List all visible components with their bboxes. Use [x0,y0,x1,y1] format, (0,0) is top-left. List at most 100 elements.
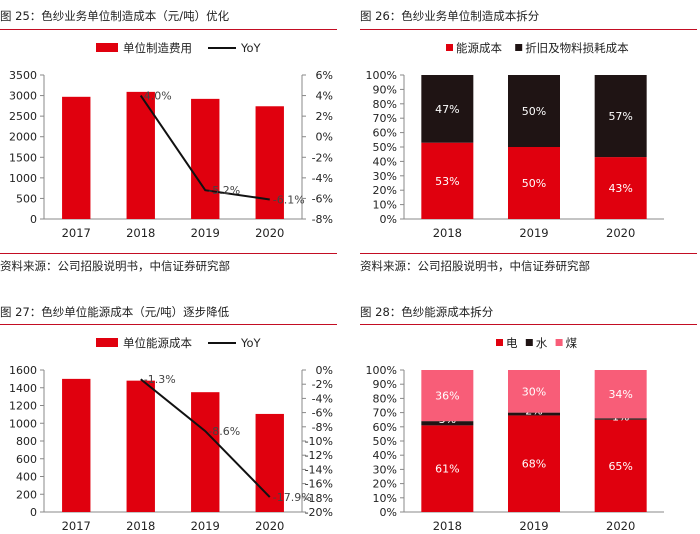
stack-segment [508,415,560,512]
y-tick-label: 0 [30,506,37,519]
stack-segment [421,370,474,422]
x-tick-label: 2017 [62,226,91,240]
x-tick-label: 2019 [519,519,548,533]
y-tick-label: 80% [373,98,397,111]
legend-label: 煤 [566,336,578,350]
yoy-data-label: -8.6% [208,425,240,438]
stack-segment [594,418,647,420]
yoy-data-label: -6.1% [273,193,305,206]
legend-swatch [525,339,533,346]
x-tick-label: 2019 [191,519,220,533]
y2-tick-label: 0% [316,131,333,144]
segment-label: 43% [608,182,632,195]
y2-tick-label: -4% [312,392,333,405]
stack-segment [594,75,647,158]
segment-label: 57% [608,110,632,123]
bar [126,380,155,512]
legend-swatch [515,44,523,51]
source-note: 资料来源：公司招股说明书，中信证券研究部 [360,259,590,273]
y-tick-label: 1600 [9,364,37,377]
x-tick-label: 2018 [126,226,155,240]
y-tick-label: 60% [373,127,397,140]
y-tick-label: 600 [16,453,37,466]
legend-swatch-bar [96,43,118,52]
source-note: 资料来源：公司招股说明书，中信证券研究部 [0,259,230,273]
chart-fig26: 能源成本 折旧及物料损耗成本0%10%20%30%40%50%60%70%80%9… [366,41,664,240]
y2-tick-label: 0% [316,364,333,377]
x-tick-label: 2018 [433,226,462,240]
y2-tick-label: -20% [305,506,333,519]
segment-label: 47% [435,103,459,116]
stack-segment [421,421,474,426]
legend-swatch [446,44,453,51]
stack-segment [421,75,474,143]
y2-tick-label: -2% [312,378,333,391]
panel-fig28: 图 28：色纱能源成本拆分 电水煤 0% 10% 20% 30% 40% 50% 60% 70%… [360,296,700,534]
bar [255,106,284,219]
y2-tick-label: -10% [305,435,333,448]
source-rule [360,253,697,254]
y-tick-label: 40% [373,449,397,462]
y-tick-label: 1000 [9,417,37,430]
bar [62,96,91,219]
panel-title: 图 27：色纱单位能源成本（元/吨）逐步降低 [0,305,230,319]
legend-label: 能源成本 [456,41,502,55]
stack-segment [421,425,474,512]
legend-swatch [555,339,563,346]
segment-label: 30% [522,385,546,398]
yoy-data-label: -5.2% [208,184,240,197]
bar [62,378,91,512]
y-tick-label: 10% [373,492,397,505]
panel-title: 图 26：色纱业务单位制造成本拆分 [360,9,540,23]
y-tick-label: 1500 [9,151,37,164]
segment-label: 53% [435,175,459,188]
bar [191,392,220,512]
x-tick-label: 2019 [191,226,220,240]
y2-tick-label: -14% [305,463,333,476]
bar [255,413,284,512]
y-tick-label: 0 [30,213,37,226]
y2-tick-label: -2% [312,151,333,164]
y-tick-label: 100% [366,364,397,377]
y-tick-label: 100% [366,69,397,82]
y-tick-label: 2500 [9,110,37,123]
yoy-data-label: -17.9% [273,491,312,504]
title-rule [0,324,337,325]
y-tick-label: 800 [16,435,37,448]
y-tick-label: 70% [373,407,397,420]
y-tick-label: 50% [373,435,397,448]
stack-segment [508,412,560,416]
bar [191,98,220,219]
y-tick-label: 30% [373,170,397,183]
legend-label: 水 [536,336,548,350]
y2-tick-label: -16% [305,478,333,491]
y-tick-label: 200 [16,488,37,501]
y-tick-label: 10% [373,199,397,212]
y-tick-label: 2000 [9,131,37,144]
y-tick-label: 500 [16,192,37,205]
stack-segment [508,147,560,219]
segment-label: 36% [435,390,459,403]
panel-fig25: 图 25：色纱业务单位制造成本（元/吨）优化 单位制造费用 YoY 0 500 1000… [0,0,340,280]
y2-tick-label: 2% [316,110,333,123]
yoy-data-label: 4.0% [144,90,172,103]
y-tick-label: 1400 [9,382,37,395]
y-tick-label: 400 [16,471,37,484]
stack-segment [594,370,647,419]
y-tick-label: 0% [380,506,397,519]
y2-tick-label: 6% [316,69,333,82]
stack-segment [421,142,474,219]
y2-tick-label: -18% [305,492,333,505]
panel-title: 图 28：色纱能源成本拆分 [360,305,494,319]
panel-title: 图 25：色纱业务单位制造成本（元/吨）优化 [0,9,230,23]
y-tick-label: 1200 [9,400,37,413]
y-tick-label: 30% [373,463,397,476]
x-tick-label: 2018 [433,519,462,533]
stack-segment [594,157,647,219]
x-tick-label: 2020 [606,519,635,533]
y-tick-label: 90% [373,83,397,96]
legend-label-line: YoY [240,336,262,350]
x-tick-label: 2018 [126,519,155,533]
y2-tick-label: -6% [312,407,333,420]
x-tick-label: 2020 [606,226,635,240]
